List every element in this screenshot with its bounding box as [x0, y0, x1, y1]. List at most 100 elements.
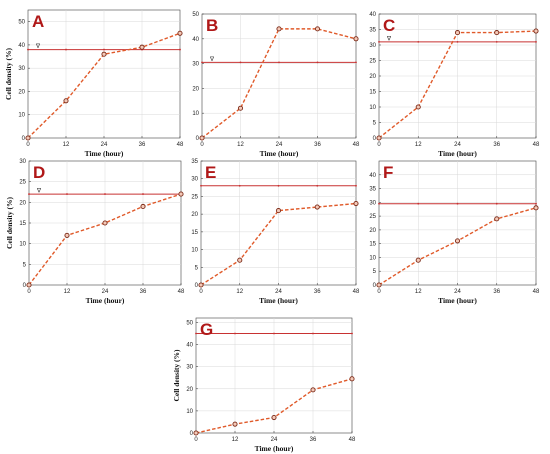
x-tick-label: 24 [271, 437, 278, 443]
y-tick-label: 40 [192, 37, 199, 43]
data-point [314, 26, 321, 32]
data-point [276, 26, 282, 32]
threshold-marker [195, 332, 197, 335]
y-tick-label: 20 [369, 74, 376, 80]
data-point [353, 200, 359, 207]
x-axis-title: Time (hour) [438, 149, 477, 158]
y-tick-label: 20 [369, 228, 376, 234]
data-point [533, 28, 539, 34]
data-point [140, 203, 146, 210]
x-tick-label: 0 [377, 289, 381, 295]
y-tick-label: 40 [18, 43, 25, 49]
y-tick-label: 20 [186, 387, 193, 393]
threshold-marker [277, 184, 280, 187]
y-tick-label: 0 [373, 283, 377, 289]
y-tick-label: 35 [191, 159, 198, 165]
threshold-marker [417, 41, 420, 43]
y-tick-label: 0 [195, 283, 199, 289]
threshold-marker [179, 48, 181, 51]
threshold-marker [65, 48, 67, 51]
y-tick-label: 30 [369, 43, 376, 49]
data-point [232, 421, 238, 427]
x-tick-label: 12 [64, 289, 71, 295]
panel-f: 0 12 24 36 48 0 5 10 15 20 25 30 35 40 F Time (hour) [369, 160, 540, 305]
x-tick-label: 24 [275, 289, 282, 295]
y-tick-label: 0 [23, 283, 27, 289]
panel-letter: G [200, 320, 213, 339]
panel-b: 0 12 24 36 48 0 10 20 30 40 50 ∇ B Time (hour) [192, 12, 360, 158]
x-tick-label: 36 [139, 142, 146, 148]
data-point [349, 376, 355, 382]
data-point [63, 98, 69, 104]
y-tick-label: 30 [19, 159, 26, 165]
y-tick-label: 35 [369, 187, 376, 193]
y-tick-label: 25 [369, 59, 376, 65]
x-tick-label: 0 [377, 142, 381, 148]
y-tick-label: 15 [191, 230, 198, 236]
data-point [26, 282, 32, 288]
y-tick-label: 30 [18, 66, 25, 72]
panel-c: 0 12 24 36 48 0 5 10 15 20 25 30 35 40 ∇C Time (hour) [369, 12, 540, 158]
x-axis-title: Time (hour) [259, 296, 298, 305]
data-point [454, 30, 461, 36]
x-axis-title: Time (hour) [255, 444, 294, 453]
x-tick-label: 24 [454, 289, 461, 295]
data-point [494, 30, 500, 36]
y-axis-title: Cell density (%) [4, 47, 13, 100]
y-tick-label: 0 [373, 136, 377, 142]
data-point [275, 208, 282, 214]
y-tick-label: 30 [192, 62, 199, 68]
threshold-marker [28, 193, 30, 195]
data-point [237, 105, 244, 111]
y-tick-label: 20 [19, 200, 26, 206]
data-point [415, 257, 421, 263]
data-point [178, 191, 184, 197]
x-axis-title: Time (hour) [260, 149, 299, 158]
x-tick-label: 48 [178, 289, 185, 295]
threshold-marker [456, 202, 459, 205]
x-tick-label: 12 [236, 289, 243, 295]
threshold-symbol: ∇ [386, 35, 392, 42]
y-tick-label: 35 [369, 28, 376, 34]
y-tick-label: 50 [192, 12, 199, 18]
x-tick-label: 12 [415, 289, 422, 295]
y-tick-label: 10 [192, 111, 199, 117]
threshold-symbol: ∇ [36, 188, 42, 195]
panel-letter: F [383, 163, 393, 182]
x-tick-label: 36 [314, 142, 321, 148]
x-tick-label: 36 [493, 289, 500, 295]
threshold-marker [495, 202, 498, 205]
threshold-marker [535, 202, 537, 205]
panel-a: 0 12 24 36 48 0 10 20 30 40 50 ∇ A Time (hour) Cell de… [4, 9, 184, 158]
y-axis-title: Cell density (%) [5, 196, 14, 249]
y-tick-label: 25 [191, 194, 198, 200]
data-point [177, 30, 183, 36]
data-point [64, 232, 70, 238]
panel-e: 0 12 24 36 48 0 5 10 15 20 25 30 35 E Time (hour) [191, 159, 360, 305]
x-tick-label: 48 [349, 437, 356, 443]
data-point [193, 430, 199, 436]
data-point [310, 387, 316, 393]
threshold-marker [351, 332, 353, 335]
x-tick-label: 24 [102, 289, 109, 295]
threshold-marker [535, 41, 537, 43]
y-tick-label: 25 [19, 180, 26, 186]
threshold-marker [142, 193, 144, 195]
y-tick-label: 5 [23, 262, 27, 268]
y-tick-label: 40 [186, 343, 193, 349]
data-point [101, 51, 107, 57]
threshold-marker [417, 202, 420, 205]
x-tick-label: 0 [199, 289, 203, 295]
data-point [25, 135, 31, 141]
threshold-marker [27, 48, 29, 51]
threshold-marker [316, 184, 319, 187]
x-tick-label: 0 [200, 142, 204, 148]
y-tick-label: 0 [190, 431, 194, 437]
x-tick-label: 12 [415, 142, 422, 148]
x-axis-title: Time (hour) [86, 296, 125, 305]
y-tick-label: 15 [369, 242, 376, 248]
y-tick-label: 10 [191, 248, 198, 254]
y-tick-label: 50 [18, 20, 25, 26]
x-axis-title: Time (hour) [85, 149, 124, 158]
y-tick-label: 30 [186, 365, 193, 371]
